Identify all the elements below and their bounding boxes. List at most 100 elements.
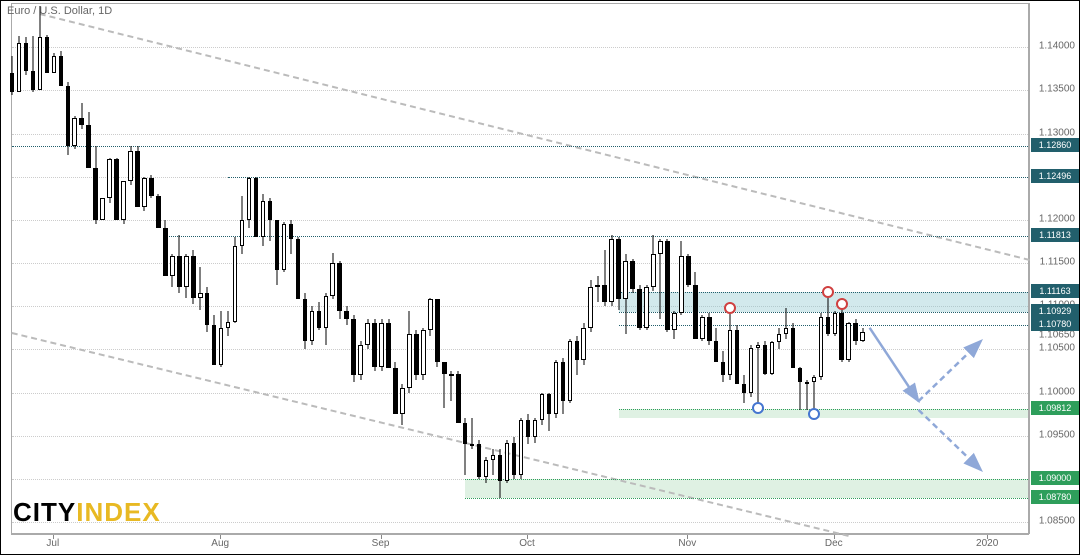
candle[interactable]: [693, 4, 698, 535]
candle[interactable]: [386, 4, 391, 535]
candle[interactable]: [616, 4, 621, 535]
candle[interactable]: [826, 4, 831, 535]
candle[interactable]: [435, 4, 440, 535]
candle[interactable]: [442, 4, 447, 535]
candle[interactable]: [324, 4, 329, 535]
candle[interactable]: [721, 4, 726, 535]
candle[interactable]: [170, 4, 175, 535]
candle[interactable]: [728, 4, 733, 535]
candle[interactable]: [784, 4, 789, 535]
candle[interactable]: [372, 4, 377, 535]
candle[interactable]: [860, 4, 865, 535]
candle[interactable]: [149, 4, 154, 535]
candle[interactable]: [31, 4, 36, 535]
candle[interactable]: [254, 4, 259, 535]
candle[interactable]: [121, 4, 126, 535]
candle[interactable]: [177, 4, 182, 535]
candle[interactable]: [393, 4, 398, 535]
candle[interactable]: [261, 4, 266, 535]
candle[interactable]: [623, 4, 628, 535]
candle[interactable]: [714, 4, 719, 535]
candle[interactable]: [777, 4, 782, 535]
candle[interactable]: [833, 4, 838, 535]
candle[interactable]: [344, 4, 349, 535]
candle[interactable]: [519, 4, 524, 535]
plot-area[interactable]: [11, 3, 1029, 534]
candle[interactable]: [581, 4, 586, 535]
candle[interactable]: [59, 4, 64, 535]
candle[interactable]: [658, 4, 663, 535]
candle[interactable]: [568, 4, 573, 535]
candle[interactable]: [763, 4, 768, 535]
candle[interactable]: [191, 4, 196, 535]
candle[interactable]: [505, 4, 510, 535]
candle[interactable]: [38, 4, 43, 535]
candle[interactable]: [700, 4, 705, 535]
candle[interactable]: [303, 4, 308, 535]
candle[interactable]: [233, 4, 238, 535]
candle[interactable]: [588, 4, 593, 535]
candle[interactable]: [791, 4, 796, 535]
candle[interactable]: [93, 4, 98, 535]
candle[interactable]: [358, 4, 363, 535]
candle[interactable]: [742, 4, 747, 535]
candle[interactable]: [45, 4, 50, 535]
candle[interactable]: [554, 4, 559, 535]
candle[interactable]: [609, 4, 614, 535]
candle[interactable]: [282, 4, 287, 535]
candle[interactable]: [289, 4, 294, 535]
candle[interactable]: [749, 4, 754, 535]
candle[interactable]: [477, 4, 482, 535]
candle[interactable]: [770, 4, 775, 535]
candle[interactable]: [498, 4, 503, 535]
candle[interactable]: [470, 4, 475, 535]
candle[interactable]: [651, 4, 656, 535]
candle[interactable]: [142, 4, 147, 535]
candle[interactable]: [665, 4, 670, 535]
candle[interactable]: [205, 4, 210, 535]
candle[interactable]: [379, 4, 384, 535]
candle[interactable]: [805, 4, 810, 535]
candle[interactable]: [337, 4, 342, 535]
candle[interactable]: [310, 4, 315, 535]
candle[interactable]: [679, 4, 684, 535]
candle[interactable]: [819, 4, 824, 535]
candle[interactable]: [428, 4, 433, 535]
candle[interactable]: [17, 4, 22, 535]
candle[interactable]: [240, 4, 245, 535]
candle[interactable]: [644, 4, 649, 535]
candle[interactable]: [853, 4, 858, 535]
candle[interactable]: [330, 4, 335, 535]
candle[interactable]: [275, 4, 280, 535]
candle[interactable]: [114, 4, 119, 535]
candle[interactable]: [86, 4, 91, 535]
candle[interactable]: [10, 4, 15, 535]
candle[interactable]: [52, 4, 57, 535]
candle[interactable]: [198, 4, 203, 535]
candle[interactable]: [400, 4, 405, 535]
candle[interactable]: [226, 4, 231, 535]
candle[interactable]: [351, 4, 356, 535]
candle[interactable]: [630, 4, 635, 535]
candle[interactable]: [602, 4, 607, 535]
candle[interactable]: [707, 4, 712, 535]
candle[interactable]: [491, 4, 496, 535]
candle[interactable]: [407, 4, 412, 535]
candle[interactable]: [756, 4, 761, 535]
candle[interactable]: [66, 4, 71, 535]
candle[interactable]: [484, 4, 489, 535]
candle[interactable]: [135, 4, 140, 535]
candle[interactable]: [686, 4, 691, 535]
candle[interactable]: [247, 4, 252, 535]
candle[interactable]: [268, 4, 273, 535]
candle[interactable]: [296, 4, 301, 535]
candle[interactable]: [72, 4, 77, 535]
candle[interactable]: [219, 4, 224, 535]
candle[interactable]: [561, 4, 566, 535]
candle[interactable]: [163, 4, 168, 535]
candle[interactable]: [575, 4, 580, 535]
candle[interactable]: [526, 4, 531, 535]
candle[interactable]: [449, 4, 454, 535]
candle[interactable]: [672, 4, 677, 535]
candle[interactable]: [798, 4, 803, 535]
